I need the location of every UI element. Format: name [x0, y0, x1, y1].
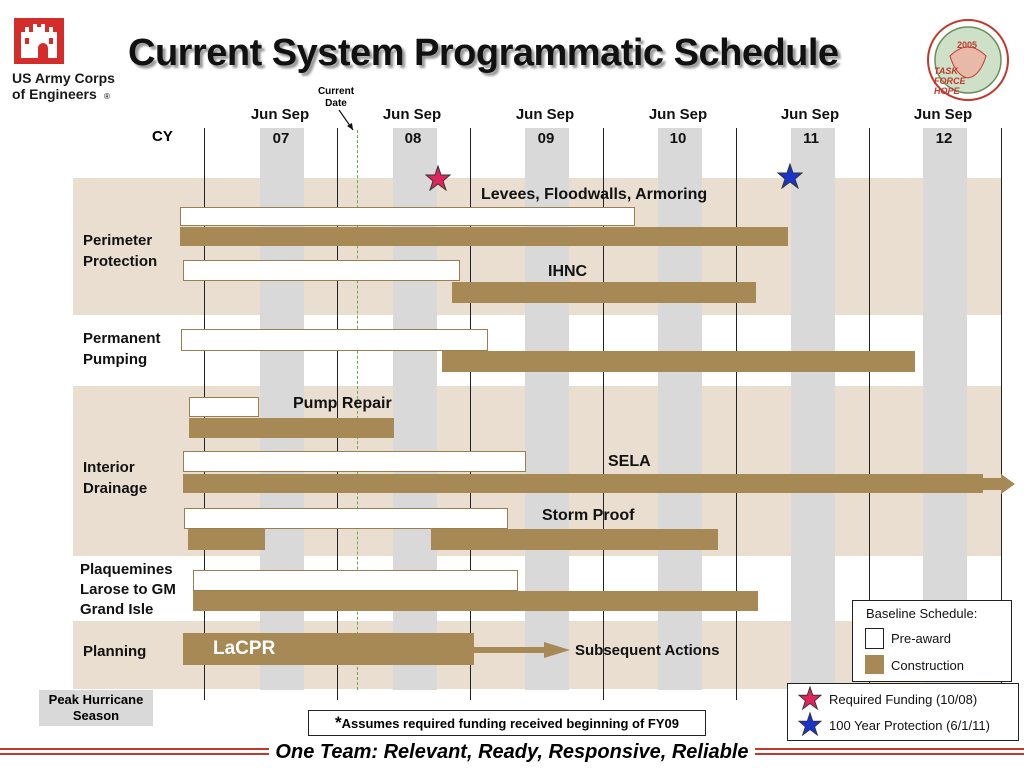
required-funding-star-icon: [425, 165, 451, 191]
levees-label: Levees, Floodwalls, Armoring: [481, 186, 708, 203]
current-date-arrow: [338, 109, 354, 131]
task-force-name: TASK FORCE HOPE: [934, 66, 966, 96]
levees-pre-award-bar: [180, 207, 635, 226]
levees-construction-bar: [180, 227, 788, 246]
sela-label: SELA: [608, 453, 651, 470]
year-11: 11: [803, 130, 819, 147]
year-09: 09: [537, 130, 555, 147]
year-10: 10: [669, 130, 687, 147]
storm-proof-pre-award-bar: [184, 508, 508, 529]
season-column-12: [923, 128, 967, 690]
header-09: Jun Sep: [515, 106, 575, 123]
footer-motto: One Team: Relevant, Ready, Responsive, R…: [0, 741, 1024, 764]
peak-hurricane-season-label: Peak Hurricane Season: [39, 690, 153, 726]
grid-line: [1001, 128, 1002, 700]
usace-logo-text: US Army Corps of Engineers: [12, 70, 115, 102]
assumption-note: *Assumes required funding received begin…: [308, 710, 706, 736]
pump-repair-pre-award-bar: [189, 397, 259, 417]
ihnc-construction-bar: [452, 282, 756, 303]
legend-construction-label: Construction: [891, 658, 964, 673]
storm-proof-construction-bar-2: [431, 529, 718, 550]
pumping-pre-award-bar: [181, 329, 488, 351]
legend-construction-swatch: [865, 655, 884, 674]
registered-mark: ®: [104, 92, 110, 101]
legend-required-star-icon: [798, 686, 822, 710]
cy-label: CY: [152, 128, 173, 145]
grid-line: [869, 128, 870, 700]
task-force-hope-logo: 2005 TASK FORCE HOPE: [926, 18, 1010, 102]
grid-line: [603, 128, 604, 700]
legend-pre-award-label: Pre-award: [891, 631, 951, 646]
grid-line: [736, 128, 737, 700]
header-12: Jun Sep: [913, 106, 973, 123]
subsequent-actions-arrow: [472, 642, 570, 658]
subsequent-actions-label: Subsequent Actions: [575, 642, 720, 659]
row-label-planning: Planning: [83, 643, 147, 660]
row-label-pumping: Permanent Pumping: [83, 330, 161, 368]
plaquemines-pre-award-bar: [193, 570, 518, 591]
assumption-text: Assumes required funding received beginn…: [341, 716, 679, 731]
stars-legend: [787, 683, 1019, 741]
grid-line: [470, 128, 471, 700]
castle-icon: [14, 18, 64, 64]
lacpr-label: LaCPR: [213, 638, 276, 659]
header-10: Jun Sep: [648, 106, 708, 123]
grid-line: [337, 128, 338, 700]
row-label-drainage: Interior Drainage: [83, 459, 148, 497]
footer-motto-text: One Team: Relevant, Ready, Responsive, R…: [269, 741, 755, 763]
legend-hundred-label: 100 Year Protection (6/1/11): [829, 718, 990, 733]
pumping-construction-bar: [442, 351, 915, 372]
usace-logo: [14, 18, 64, 64]
year-08: 08: [404, 130, 422, 147]
assumption-mark: *: [335, 713, 342, 732]
sela-pre-award-bar: [183, 451, 526, 472]
year-12: 12: [935, 130, 953, 147]
ihnc-label: IHNC: [548, 263, 588, 280]
pump-repair-construction-bar: [189, 418, 394, 438]
header-07: Jun Sep: [250, 106, 310, 123]
header-08: Jun Sep: [382, 106, 442, 123]
legend-title: Baseline Schedule:: [866, 606, 978, 621]
header-11: Jun Sep: [780, 106, 840, 123]
task-force-year: 2005: [957, 40, 978, 50]
lacpr-bar: [183, 633, 474, 665]
pump-repair-label: Pump Repair: [293, 395, 392, 412]
page-title: Current System Programmatic Schedule: [128, 32, 839, 74]
row-label-plaquemines: Plaquemines Larose to GM Grand Isle: [80, 561, 176, 618]
plaquemines-construction-bar: [193, 591, 758, 611]
legend-pre-award-swatch: [865, 628, 884, 649]
ihnc-pre-award-bar: [183, 260, 460, 281]
legend-required-label: Required Funding (10/08): [829, 692, 978, 707]
current-date-label: Current Date: [317, 86, 355, 109]
storm-proof-construction-bar-1: [188, 529, 265, 550]
year-07: 07: [272, 130, 290, 147]
legend-hundred-star-icon: [798, 712, 822, 736]
sela-continuation-arrow: [981, 474, 1015, 494]
storm-proof-label: Storm Proof: [542, 507, 635, 524]
current-date-line: [357, 130, 358, 690]
sela-construction-bar: [183, 474, 983, 493]
row-label-perimeter: Perimeter Protection: [83, 232, 158, 270]
hundred-year-star-icon: [777, 163, 803, 189]
season-column-11: [791, 128, 835, 690]
